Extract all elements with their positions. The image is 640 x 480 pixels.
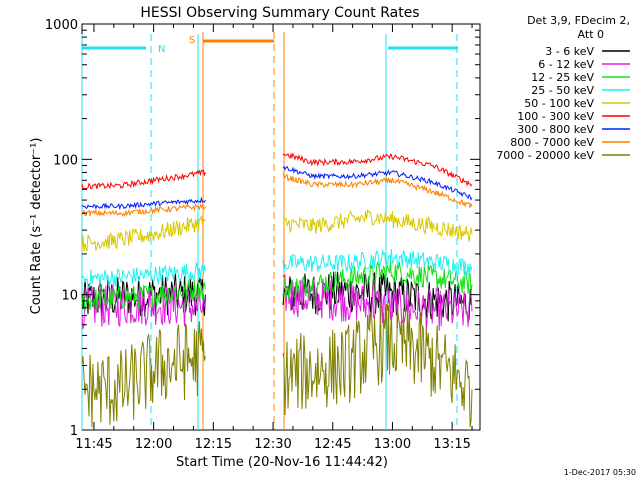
series-7000-20000kev	[81, 303, 473, 428]
series-line	[81, 280, 206, 311]
series-layer	[81, 152, 473, 428]
x-tick-label: 12:45	[314, 437, 351, 452]
series-line	[282, 152, 473, 187]
legend-label: 800 - 7000 keV	[510, 136, 594, 149]
series-6-12kev	[81, 274, 473, 331]
legend-header-line-2: Att 0	[578, 28, 604, 41]
legend-label: 7000 - 20000 keV	[496, 149, 594, 162]
y-tick-label: 1000	[45, 18, 78, 33]
series-line	[282, 165, 473, 201]
y-axis: 1 10 100 1000	[45, 18, 480, 439]
series-line	[81, 262, 206, 289]
series-line	[282, 303, 473, 428]
series-line	[81, 169, 206, 190]
x-tick-label: 13:15	[433, 437, 470, 452]
x-tick-label: 13:00	[374, 437, 411, 452]
series-line	[81, 321, 206, 428]
legend-label: 50 - 100 keV	[524, 97, 594, 110]
legend-label: 12 - 25 keV	[531, 71, 594, 84]
y-tick-label: 10	[61, 289, 78, 304]
s-region-label: S	[189, 35, 195, 46]
n-region-label: N	[158, 44, 165, 55]
legend-label: 100 - 300 keV	[517, 110, 594, 123]
x-axis-label: Start Time (20-Nov-16 11:44:42)	[176, 455, 388, 470]
series-25-50kev	[81, 249, 473, 289]
series-800-7000kev	[81, 173, 473, 218]
x-tick-label: 12:30	[254, 437, 291, 452]
series-line	[282, 173, 473, 208]
x-tick-label: 11:45	[75, 437, 112, 452]
series-100-300kev	[81, 152, 473, 190]
series-50-100kev	[81, 208, 473, 252]
y-axis-label: Count Rate (s⁻¹ detector⁻¹)	[29, 138, 44, 315]
series-line	[81, 203, 206, 218]
legend-label: 300 - 800 keV	[517, 123, 594, 136]
legend-label: 6 - 12 keV	[538, 58, 594, 71]
series-line	[282, 208, 473, 242]
series-line	[282, 249, 473, 276]
series-line	[282, 274, 473, 331]
footer-timestamp: 1-Dec-2017 05:30	[564, 468, 636, 477]
x-axis: 11:45 12:00 12:15 12:30 12:45 13:00 13:15	[75, 24, 473, 452]
y-tick-label: 1	[70, 424, 78, 439]
series-line	[81, 196, 206, 211]
y-tick-label: 100	[53, 153, 78, 168]
x-tick-label: 12:00	[135, 437, 172, 452]
legend-label: 25 - 50 keV	[531, 84, 594, 97]
series-line	[282, 260, 473, 300]
x-tick-label: 12:15	[195, 437, 232, 452]
series-300-800kev	[81, 165, 473, 211]
chart-title: HESSI Observing Summary Count Rates	[140, 5, 419, 21]
series-line	[81, 215, 206, 252]
legend-header-line-1: Det 3,9, FDecim 2,	[527, 14, 630, 27]
legend-label: 3 - 6 keV	[545, 45, 594, 58]
series-line	[81, 285, 206, 330]
series-12-25kev	[81, 260, 473, 311]
